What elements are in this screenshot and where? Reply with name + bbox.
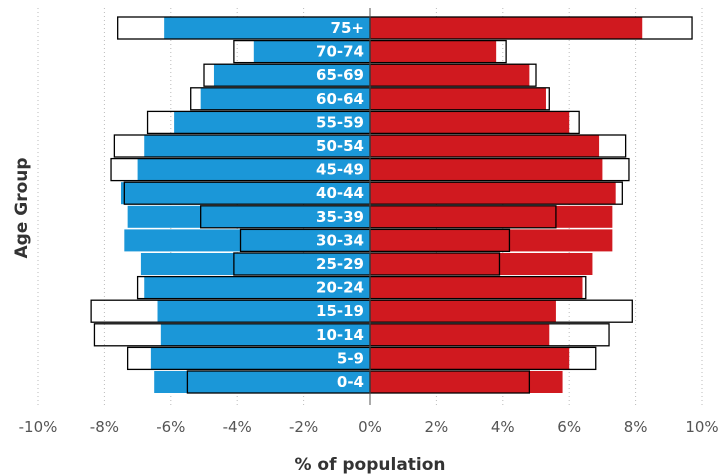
bar-right-filled: [370, 253, 593, 275]
bar-right-filled: [370, 40, 497, 63]
bar-left-filled: [137, 158, 370, 181]
bar-left-filled: [144, 135, 370, 157]
bar-left-filled: [124, 229, 370, 252]
bar-right-filled: [370, 276, 583, 299]
filled-bars: [121, 17, 643, 393]
bar-right-filled: [370, 111, 570, 134]
category-label: 25-29: [316, 255, 364, 273]
x-tick-label: 4%: [491, 418, 515, 436]
category-label: 55-59: [316, 113, 364, 131]
bar-left-filled: [164, 17, 370, 39]
category-label: 65-69: [316, 66, 364, 84]
bar-right-filled: [370, 323, 550, 346]
x-tick-label: -8%: [90, 418, 119, 436]
bar-right-filled: [370, 347, 570, 370]
bar-left-filled: [144, 276, 370, 299]
category-label: 75+: [331, 19, 364, 37]
bar-left-filled: [150, 347, 370, 370]
category-label: 40-44: [316, 184, 364, 202]
bar-right-filled: [370, 205, 613, 228]
x-tick-label: 0%: [358, 418, 382, 436]
category-label: 50-54: [316, 137, 364, 155]
bar-left-filled: [253, 40, 370, 63]
bar-right-filled: [370, 158, 603, 181]
bar-left-filled: [213, 64, 370, 87]
category-label: 60-64: [316, 90, 364, 108]
x-tick-label: 2%: [425, 418, 449, 436]
x-tick-label: -4%: [223, 418, 252, 436]
bar-left-filled: [121, 182, 370, 205]
bar-left-filled: [127, 205, 370, 228]
bar-left-filled: [154, 371, 370, 393]
bar-left-filled: [157, 300, 370, 323]
bar-right-filled: [370, 371, 563, 393]
bar-right-filled: [370, 64, 530, 87]
category-labels: 75+ 70-74 65-69 60-64 55-59 50-54 45-49 40-44 35…: [316, 19, 364, 391]
y-axis-title: Age Group: [12, 157, 32, 258]
x-tick-label: -6%: [156, 418, 185, 436]
bar-left-filled: [140, 253, 370, 275]
category-label: 35-39: [316, 208, 364, 226]
bar-right-filled: [370, 135, 600, 157]
bar-left-filled: [200, 87, 370, 110]
bar-right-filled: [370, 17, 643, 39]
category-label: 5-9: [337, 349, 364, 367]
x-axis-title: % of population: [294, 455, 445, 475]
x-tick-label: 10%: [685, 418, 718, 436]
x-tick-label: 8%: [624, 418, 648, 436]
x-tick-label: 6%: [557, 418, 581, 436]
category-label: 45-49: [316, 161, 364, 179]
x-tick-label: -10%: [19, 418, 58, 436]
category-label: 10-14: [316, 326, 364, 344]
category-label: 30-34: [316, 231, 364, 249]
category-label: 20-24: [316, 279, 364, 297]
bar-right-filled: [370, 182, 616, 205]
bar-right-filled: [370, 87, 546, 110]
bar-right-filled: [370, 300, 556, 323]
bar-left-filled: [160, 323, 370, 346]
category-label: 0-4: [337, 373, 364, 391]
bar-right-filled: [370, 229, 613, 252]
bar-left-filled: [174, 111, 370, 134]
x-tick-label: -2%: [289, 418, 318, 436]
category-label: 70-74: [316, 43, 364, 61]
category-label: 15-19: [316, 302, 364, 320]
x-tick-labels: -10% -8% -6% -4% -2% 0% 2% 4% 6% 8% 10%: [19, 418, 719, 436]
